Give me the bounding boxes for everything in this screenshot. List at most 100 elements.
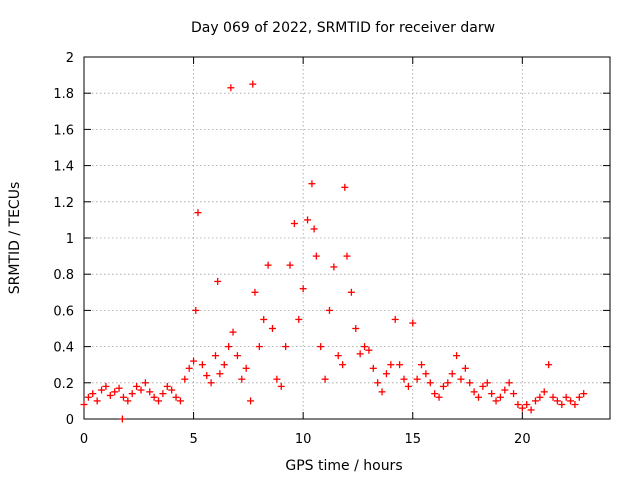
data-point bbox=[227, 84, 235, 92]
data-point bbox=[137, 386, 145, 394]
data-point bbox=[220, 361, 228, 369]
data-point bbox=[496, 393, 504, 401]
x-tick-label: 5 bbox=[189, 432, 197, 447]
data-point bbox=[185, 364, 193, 372]
data-point bbox=[255, 343, 263, 351]
data-point bbox=[115, 384, 123, 392]
data-point bbox=[124, 397, 132, 405]
data-point bbox=[273, 375, 281, 383]
data-point bbox=[475, 393, 482, 401]
grid bbox=[84, 57, 610, 419]
data-point bbox=[461, 364, 469, 372]
data-point bbox=[510, 390, 518, 398]
data-point bbox=[341, 183, 349, 191]
data-point bbox=[523, 401, 531, 409]
data-point bbox=[444, 379, 452, 387]
data-point bbox=[365, 346, 373, 354]
data-point bbox=[317, 343, 325, 351]
y-tick-label: 1.4 bbox=[53, 160, 74, 175]
data-point bbox=[304, 216, 312, 224]
data-point bbox=[150, 393, 158, 401]
data-point bbox=[176, 397, 184, 405]
data-point bbox=[207, 379, 215, 387]
data-point bbox=[282, 343, 290, 351]
data-point bbox=[225, 343, 233, 351]
data-point bbox=[435, 393, 443, 401]
data-point bbox=[347, 288, 355, 296]
data-point bbox=[391, 315, 399, 323]
data-point bbox=[163, 382, 171, 390]
data-point bbox=[343, 252, 351, 260]
data-point bbox=[198, 361, 206, 369]
data-point bbox=[457, 375, 465, 383]
chart-title: Day 069 of 2022, SRMTID for receiver dar… bbox=[191, 20, 495, 36]
data-point bbox=[339, 361, 347, 369]
data-point bbox=[249, 80, 257, 88]
data-point bbox=[290, 220, 298, 228]
data-point bbox=[422, 370, 430, 378]
data-point bbox=[387, 361, 395, 369]
data-point bbox=[299, 285, 307, 293]
data-point bbox=[479, 382, 487, 390]
data-point bbox=[431, 390, 439, 398]
data-point bbox=[330, 263, 338, 271]
data-point bbox=[514, 401, 522, 409]
data-point bbox=[133, 382, 141, 390]
data-point bbox=[172, 393, 180, 401]
axis-ticks bbox=[83, 56, 610, 420]
data-point bbox=[277, 382, 285, 390]
data-point bbox=[518, 404, 526, 412]
data-point bbox=[247, 397, 255, 405]
y-tick-label: 1 bbox=[66, 232, 74, 247]
data-point bbox=[531, 397, 539, 405]
data-point bbox=[571, 401, 579, 409]
y-tick-label: 0.6 bbox=[53, 304, 74, 319]
data-point bbox=[448, 370, 456, 378]
data-point bbox=[159, 390, 167, 398]
data-point bbox=[310, 225, 318, 233]
data-point bbox=[540, 388, 548, 396]
data-point bbox=[453, 352, 461, 360]
data-point bbox=[334, 352, 342, 360]
data-point bbox=[84, 393, 92, 401]
data-point bbox=[536, 393, 544, 401]
data-point bbox=[168, 386, 176, 394]
data-point bbox=[203, 372, 211, 380]
data-point bbox=[470, 388, 478, 396]
x-axis-label: GPS time / hours bbox=[285, 458, 402, 474]
data-point bbox=[562, 393, 570, 401]
data-point bbox=[286, 261, 294, 269]
data-point bbox=[549, 393, 557, 401]
data-point bbox=[400, 375, 408, 383]
data-point bbox=[260, 315, 268, 323]
tick-labels: 00.20.40.60.811.21.41.61.820 5 10 15 20 bbox=[53, 51, 530, 447]
data-point bbox=[229, 328, 237, 336]
data-point bbox=[325, 306, 333, 314]
y-tick-label: 0 bbox=[66, 413, 74, 428]
x-tick-label: 15 bbox=[404, 432, 421, 447]
data-point bbox=[268, 325, 276, 332]
data-point bbox=[404, 382, 412, 390]
data-point bbox=[214, 277, 222, 285]
data-point bbox=[119, 393, 127, 401]
data-point bbox=[321, 375, 329, 383]
y-tick-label: 0.2 bbox=[53, 377, 74, 392]
data-point bbox=[558, 401, 566, 409]
data-point bbox=[396, 361, 404, 369]
data-point bbox=[492, 397, 500, 405]
data-point bbox=[93, 397, 101, 405]
data-point bbox=[545, 361, 553, 369]
data-point bbox=[212, 352, 219, 360]
data-point bbox=[466, 379, 474, 387]
data-point bbox=[567, 397, 575, 405]
data-point bbox=[426, 379, 434, 387]
data-point bbox=[409, 319, 417, 327]
x-tick-label: 10 bbox=[295, 432, 312, 447]
data-point bbox=[233, 352, 241, 360]
data-point bbox=[192, 306, 200, 314]
data-point bbox=[505, 379, 513, 387]
data-point bbox=[89, 390, 97, 398]
data-point bbox=[439, 382, 447, 390]
y-tick-label: 2 bbox=[66, 51, 74, 66]
